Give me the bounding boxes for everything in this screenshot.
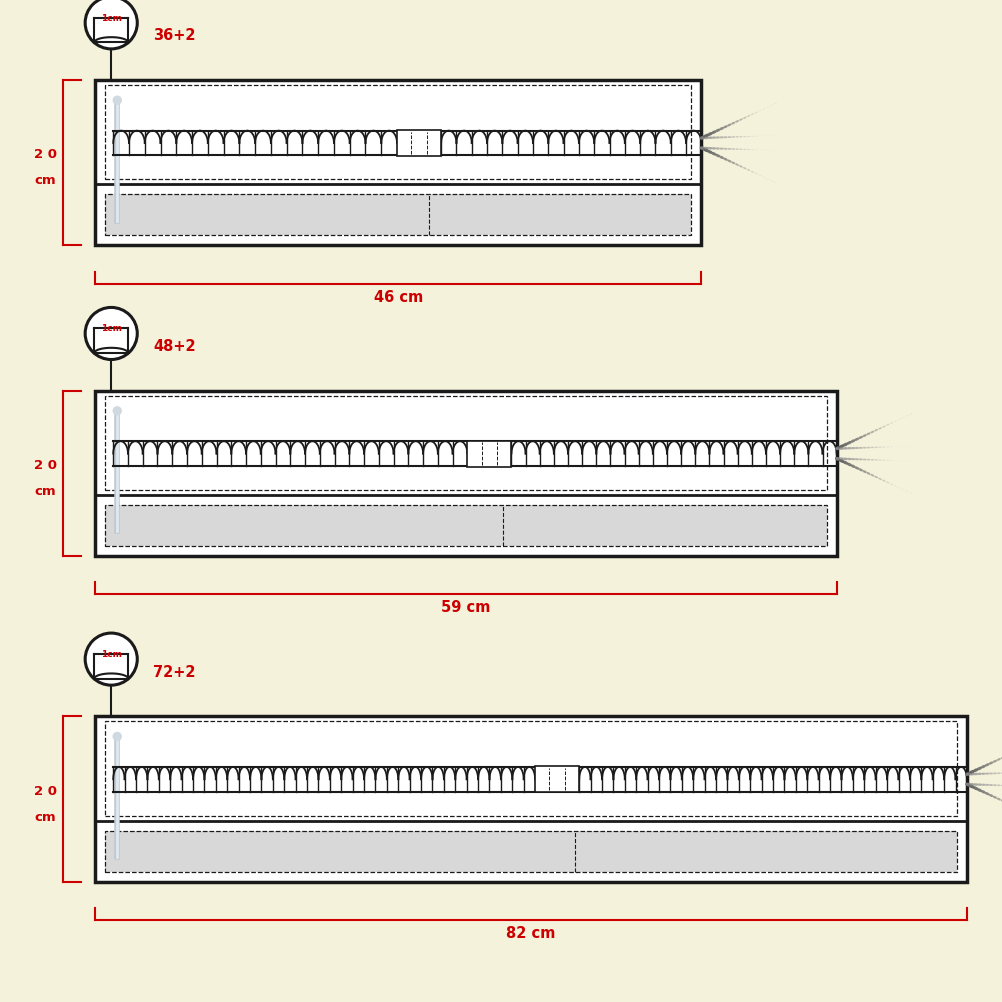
Bar (105, 505, 827, 546)
Bar (105, 194, 691, 235)
Text: 2 0: 2 0 (34, 459, 56, 472)
Text: 1cm: 1cm (101, 325, 121, 334)
Bar (95, 391, 837, 556)
Bar (105, 396, 827, 490)
Bar (105, 831, 957, 872)
Text: 48+2: 48+2 (153, 339, 195, 354)
Bar (535, 767, 579, 793)
Circle shape (113, 407, 121, 415)
Bar (105, 505, 827, 546)
Text: 1cm: 1cm (101, 14, 121, 23)
Text: 72+2: 72+2 (153, 664, 195, 679)
Circle shape (85, 0, 137, 49)
Bar (397, 130, 441, 156)
Circle shape (113, 732, 121, 740)
Text: 2 0: 2 0 (34, 148, 56, 161)
Bar (95, 80, 701, 245)
Bar (105, 194, 691, 235)
Bar (467, 441, 511, 467)
Bar (95, 716, 967, 882)
Text: 46 cm: 46 cm (374, 290, 423, 305)
Bar (105, 831, 957, 872)
Circle shape (113, 96, 121, 104)
Circle shape (85, 633, 137, 685)
Text: cm: cm (34, 485, 56, 498)
Text: 2 0: 2 0 (34, 785, 56, 798)
Text: 1cm: 1cm (101, 650, 121, 659)
Bar (105, 85, 691, 179)
Circle shape (85, 308, 137, 360)
Bar (105, 721, 957, 816)
Text: 59 cm: 59 cm (441, 600, 491, 615)
Text: cm: cm (34, 811, 56, 824)
Text: cm: cm (34, 174, 56, 187)
Text: 82 cm: 82 cm (506, 926, 556, 941)
Text: 36+2: 36+2 (153, 28, 195, 43)
